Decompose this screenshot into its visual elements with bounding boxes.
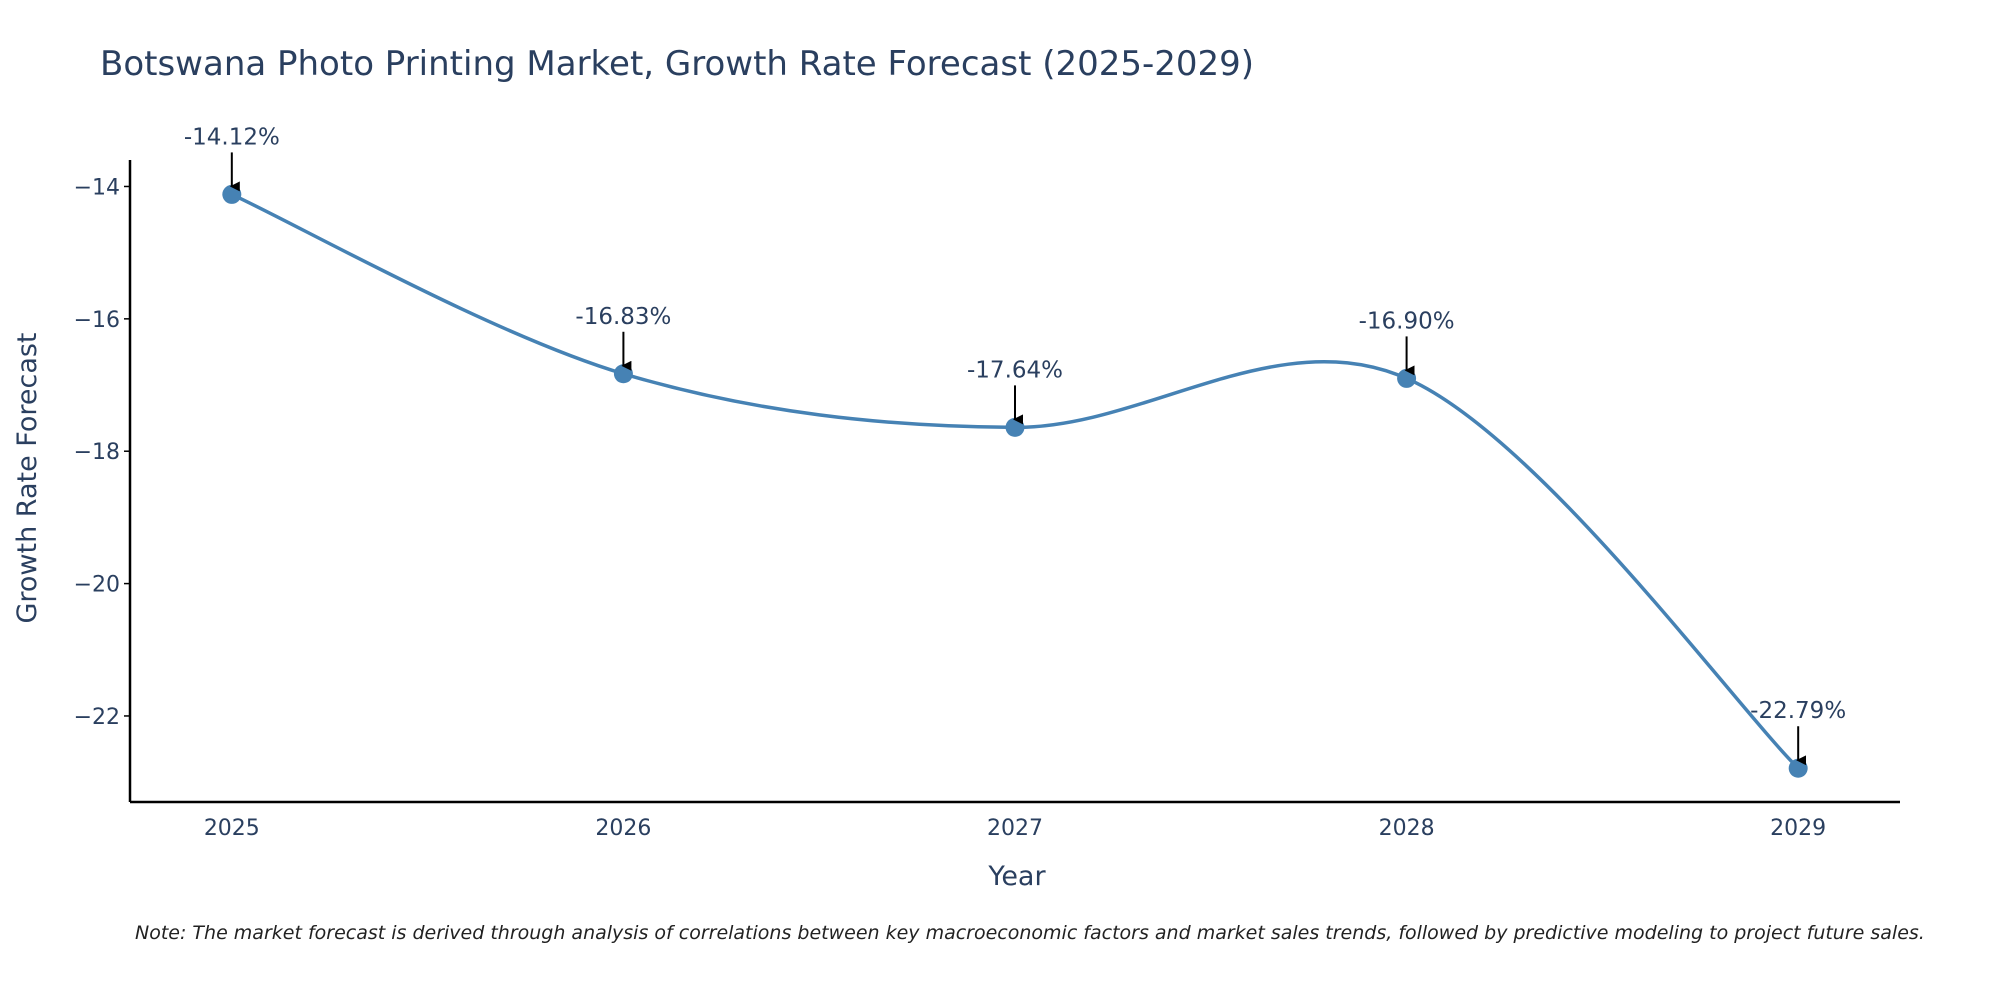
y-tick-label: −20 — [74, 573, 120, 598]
annotation-label: -22.79% — [1750, 698, 1846, 724]
x-tick-label: 2027 — [987, 816, 1043, 841]
y-axis-title: Growth Rate Forecast — [12, 332, 43, 623]
y-tick-label: −18 — [74, 440, 120, 465]
x-axis-title: Year — [987, 861, 1046, 892]
annotation-layer: -14.12% -16.83% -17.64% -16.90% -22.79% — [184, 124, 1846, 766]
data-point — [613, 364, 633, 384]
tick-labels: −14 −16 −18 −20 −22 2025 2026 2027 2028 2029 — [74, 175, 1827, 841]
series-layer — [222, 184, 1808, 778]
axes — [128, 160, 1900, 804]
series-line — [231, 192, 1800, 770]
data-point — [1788, 758, 1808, 778]
x-tick-label: 2029 — [1770, 816, 1826, 841]
data-point — [1397, 368, 1417, 388]
y-tick-label: −14 — [74, 175, 120, 200]
annotation-label: -16.83% — [575, 304, 671, 330]
y-tick-label: −22 — [74, 705, 120, 730]
data-point — [222, 184, 242, 204]
x-tick-label: 2028 — [1379, 816, 1435, 841]
annotation-label: -14.12% — [184, 124, 280, 150]
footnote: Note: The market forecast is derived thr… — [135, 922, 1925, 944]
y-tick-label: −16 — [74, 308, 120, 333]
data-point — [1005, 417, 1025, 437]
annotation-label: -16.90% — [1359, 308, 1455, 334]
chart-title: Botswana Photo Printing Market, Growth R… — [100, 44, 1255, 84]
annotation-label: -17.64% — [967, 357, 1063, 383]
x-tick-label: 2026 — [595, 816, 651, 841]
x-tick-label: 2025 — [204, 816, 260, 841]
